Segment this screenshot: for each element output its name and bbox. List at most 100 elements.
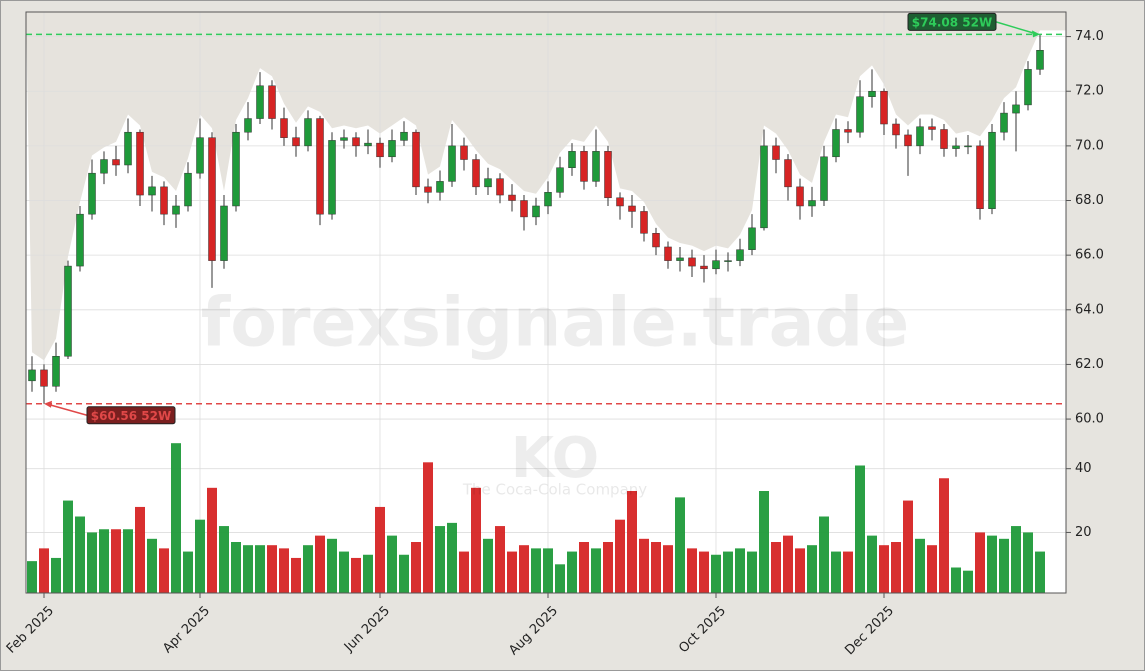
volume-bar [27, 561, 37, 593]
volume-bar [747, 551, 757, 593]
candle-body [784, 159, 792, 188]
candle-body [280, 118, 288, 138]
volume-bar [231, 542, 241, 593]
candle-body [904, 134, 912, 147]
volume-bar [279, 548, 289, 593]
volume-bar [195, 519, 205, 593]
y-tick-label: 60.0 [1075, 412, 1104, 427]
candle-body [652, 233, 660, 248]
candle-body [232, 131, 240, 207]
candle-body [124, 131, 132, 166]
volume-bar [987, 535, 997, 593]
y-tick-label: 72.0 [1075, 84, 1104, 99]
candle-body [1000, 112, 1008, 133]
volume-bar [315, 535, 325, 593]
candle-body [88, 172, 96, 215]
candle-body [448, 145, 456, 182]
volume-bar [831, 551, 841, 593]
volume-bar [975, 532, 985, 593]
volume-bar [687, 548, 697, 593]
candle-body [160, 186, 168, 215]
candle-body [28, 369, 36, 382]
candle-body [496, 178, 504, 196]
candle-body [412, 131, 420, 188]
y-tick-label: 66.0 [1075, 248, 1104, 263]
volume-bar [915, 538, 925, 593]
candle-body [304, 118, 312, 147]
volume-bar [255, 545, 265, 593]
y-tick-label: 62.0 [1075, 357, 1104, 372]
candle-body [844, 129, 852, 133]
volume-bar [51, 557, 61, 593]
volume-bar [999, 538, 1009, 593]
annotation-label: $74.08 52W [912, 15, 992, 29]
candle-body [268, 85, 276, 119]
candle-body [976, 145, 984, 209]
volume-bar [267, 545, 277, 593]
candle-body [964, 145, 972, 148]
volume-bar [483, 538, 493, 593]
volume-bar [1011, 526, 1021, 593]
volume-bar [159, 548, 169, 593]
candle-body [184, 172, 192, 207]
candle-body [772, 145, 780, 160]
volume-bar [75, 516, 85, 593]
y-tick-label: 74.0 [1075, 29, 1104, 44]
volume-bar [459, 551, 469, 593]
candle-body [1036, 49, 1044, 70]
candle-body [664, 246, 672, 261]
arrow-head [1032, 30, 1040, 38]
candle-body [100, 159, 108, 174]
volume-bar [327, 538, 337, 593]
volume-bar [591, 548, 601, 593]
volume-bar [603, 542, 613, 593]
candle-body [856, 96, 864, 133]
annotation-arrow [995, 21, 1039, 36]
candle-body [172, 205, 180, 215]
candle-body [820, 156, 828, 201]
candle-body [364, 142, 372, 147]
candle-body [988, 131, 996, 209]
volume-bar [795, 548, 805, 593]
volume-bar [555, 564, 565, 593]
candle-body [340, 137, 348, 141]
candle-body [196, 137, 204, 174]
volume-bar [939, 478, 949, 593]
volume-bar [951, 567, 961, 593]
candle-body [328, 140, 336, 215]
candle-body [40, 369, 48, 387]
candle-body [388, 140, 396, 158]
volume-bar [699, 551, 709, 593]
volume-tick-label: 20 [1075, 525, 1092, 540]
volume-bar [111, 529, 121, 593]
volume-bar [339, 551, 349, 593]
volume-bar [171, 443, 181, 593]
candle-body [688, 257, 696, 267]
volume-bar [675, 497, 685, 593]
volume-bar [735, 548, 745, 593]
volume-bar [963, 570, 973, 593]
volume-bar [615, 519, 625, 593]
high-shade [26, 12, 1066, 361]
candle-body [568, 151, 576, 168]
candle-body [1024, 69, 1032, 106]
candle-body [916, 126, 924, 147]
candle-body [640, 211, 648, 234]
volume-bar [123, 529, 133, 593]
volume-bar [387, 535, 397, 593]
volume-bar [663, 545, 673, 593]
annotation-box [907, 12, 997, 31]
volume-bar [1035, 551, 1045, 593]
candle-body [724, 260, 732, 262]
volume-bar [207, 487, 217, 593]
candle-body [616, 197, 624, 207]
y-tick-label: 68.0 [1075, 193, 1104, 208]
candle-body [208, 137, 216, 261]
candle-body [484, 178, 492, 188]
volume-bar [567, 551, 577, 593]
volume-bar [471, 487, 481, 593]
volume-bar [399, 554, 409, 593]
company-watermark: The Coca-Cola Company [462, 481, 647, 499]
